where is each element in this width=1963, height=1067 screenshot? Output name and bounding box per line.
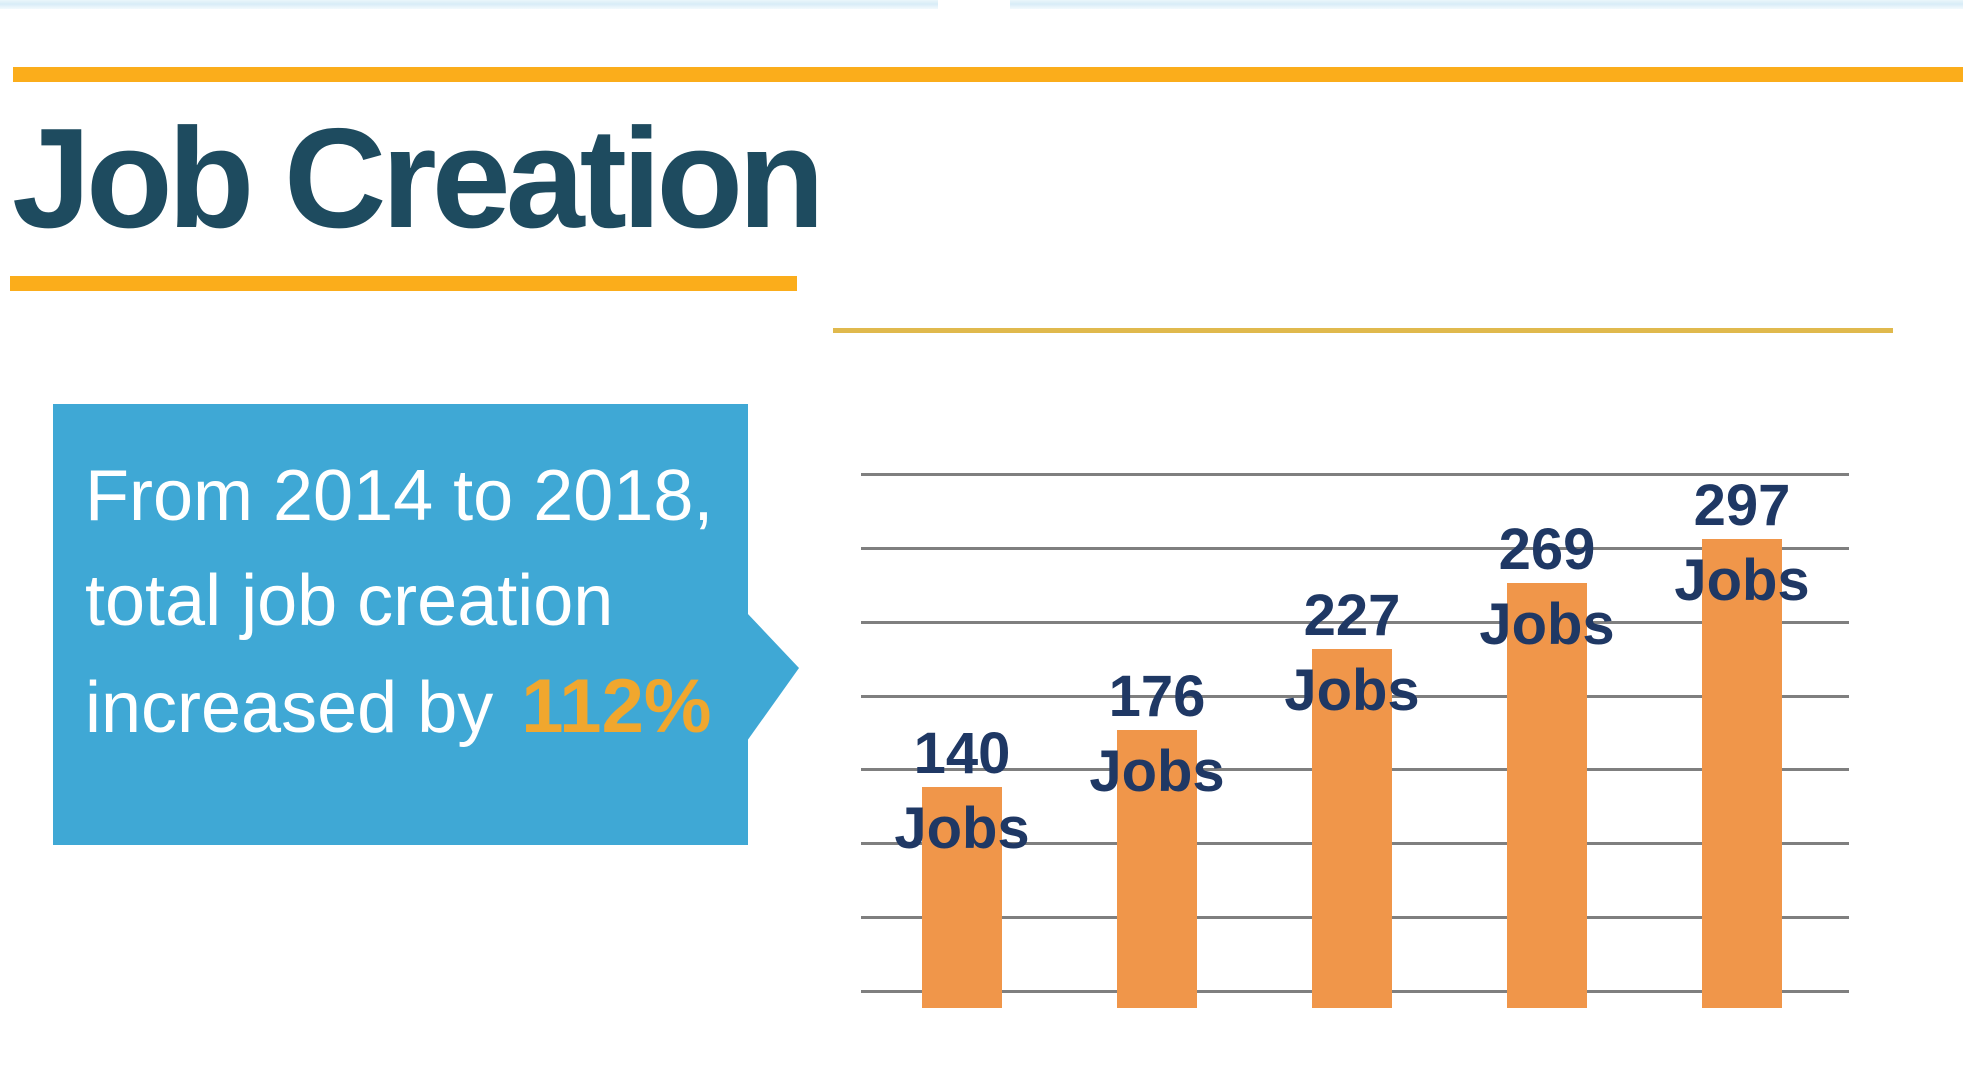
bar-unit: Jobs — [894, 796, 1030, 861]
bar-label: 297 Jobs — [1632, 468, 1852, 618]
bar-value: 140 — [913, 721, 1011, 786]
top-accent-bar — [13, 67, 1963, 82]
bar-label: 176 Jobs — [1047, 659, 1267, 809]
callout-tail — [747, 613, 799, 741]
bar-176-jobs — [1117, 730, 1197, 1008]
bar-unit: Jobs — [1479, 592, 1615, 657]
chart-top-accent-line — [833, 328, 1893, 333]
title-underline-bar — [10, 276, 797, 291]
gridline — [861, 473, 1849, 476]
gridline — [861, 621, 1849, 624]
top-edge-strip-left — [0, 0, 938, 9]
bar-unit: Jobs — [1089, 739, 1225, 804]
callout-line-3: increased by 112% — [85, 664, 712, 749]
gridline — [861, 547, 1849, 550]
bar-unit: Jobs — [1284, 658, 1420, 723]
callout-line-1: From 2014 to 2018, — [85, 456, 714, 536]
bar-label: 269 Jobs — [1437, 512, 1657, 662]
callout-highlight-percent: 112% — [521, 664, 712, 749]
callout-text: From 2014 to 2018, total job creation in… — [85, 444, 725, 761]
callout-box — [53, 404, 748, 845]
page-title: Job Creation — [12, 99, 825, 258]
bar-value: 176 — [1108, 664, 1206, 729]
bar-value: 297 — [1693, 473, 1791, 538]
bar-value: 227 — [1303, 583, 1401, 648]
bar-value: 269 — [1498, 517, 1596, 582]
bar-label: 227 Jobs — [1242, 578, 1462, 728]
bar-140-jobs — [922, 787, 1002, 1008]
callout-line-2: total job creation — [85, 561, 614, 641]
bar-269-jobs — [1507, 583, 1587, 1008]
bar-297-jobs — [1702, 539, 1782, 1008]
bar-227-jobs — [1312, 649, 1392, 1008]
top-edge-strip-right — [1010, 0, 1963, 9]
bar-label: 140 Jobs — [852, 716, 1072, 866]
bar-unit: Jobs — [1674, 548, 1810, 613]
